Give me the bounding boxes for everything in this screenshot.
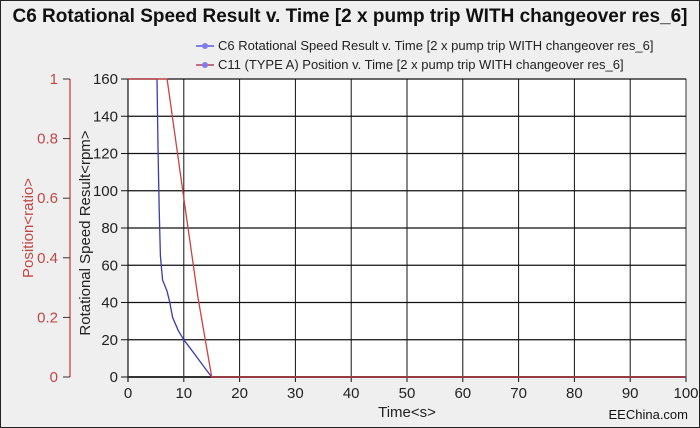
x-tick-label: 100 bbox=[673, 385, 698, 402]
legend-marker-position-icon bbox=[196, 60, 214, 70]
y2-tick-label: 0.6 bbox=[37, 190, 58, 207]
watermark: EEChina.com bbox=[608, 407, 688, 422]
y-tick-label: 60 bbox=[101, 257, 118, 274]
legend-item-speed: C6 Rotational Speed Result v. Time [2 x … bbox=[196, 36, 653, 55]
y-tick-label: 0 bbox=[110, 369, 118, 386]
y2-tick-label: 1 bbox=[50, 71, 58, 88]
y2-tick-label: 0.8 bbox=[37, 131, 58, 148]
legend-label-position: C11 (TYPE A) Position v. Time [2 x pump … bbox=[218, 57, 624, 72]
legend-marker-speed-icon bbox=[196, 41, 214, 51]
x-tick-label: 60 bbox=[454, 385, 471, 402]
y2-tick-label: 0.2 bbox=[37, 309, 58, 326]
x-tick-label: 10 bbox=[175, 385, 192, 402]
y-tick-label: 120 bbox=[93, 146, 118, 163]
y2-tick-label: 0.4 bbox=[37, 250, 58, 267]
series-line-speed bbox=[128, 78, 686, 378]
y2-tick-label: 0 bbox=[50, 369, 58, 386]
chart-title: C6 Rotational Speed Result v. Time [2 x … bbox=[12, 6, 688, 27]
x-tick-label: 20 bbox=[231, 385, 248, 402]
y-tick-label: 40 bbox=[101, 295, 118, 312]
y2-axis-label: Position<ratio> bbox=[20, 178, 37, 278]
legend-item-position: C11 (TYPE A) Position v. Time [2 x pump … bbox=[196, 55, 653, 74]
x-tick-label: 70 bbox=[510, 385, 527, 402]
x-tick-label: 90 bbox=[622, 385, 639, 402]
y-tick-label: 20 bbox=[101, 332, 118, 349]
y-tick-label: 80 bbox=[101, 220, 118, 237]
series-line-position bbox=[128, 78, 686, 378]
y-axis-label: Rotational Speed Result<rpm> bbox=[77, 130, 94, 335]
x-axis-label: Time<s> bbox=[378, 404, 436, 421]
legend: C6 Rotational Speed Result v. Time [2 x … bbox=[196, 36, 653, 74]
x-tick-label: 30 bbox=[287, 385, 304, 402]
legend-label-speed: C6 Rotational Speed Result v. Time [2 x … bbox=[218, 38, 654, 53]
x-tick-label: 80 bbox=[566, 385, 583, 402]
x-tick-label: 50 bbox=[399, 385, 416, 402]
y-tick-label: 140 bbox=[93, 108, 118, 125]
y-tick-label: 160 bbox=[93, 71, 118, 88]
y-tick-label: 100 bbox=[93, 183, 118, 200]
x-tick-label: 40 bbox=[343, 385, 360, 402]
x-tick-label: 0 bbox=[124, 385, 132, 402]
